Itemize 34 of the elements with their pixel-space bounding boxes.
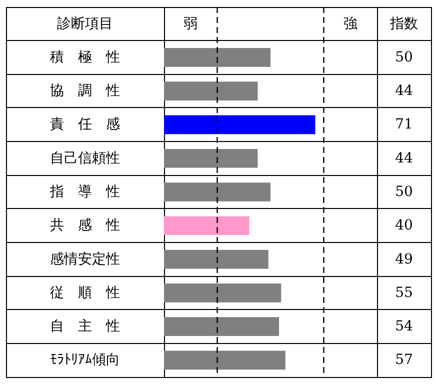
bar xyxy=(164,350,286,370)
data-label: 50 xyxy=(395,184,413,200)
data-label: 44 xyxy=(395,150,413,166)
bar xyxy=(164,115,316,134)
data-label: 50 xyxy=(395,49,413,66)
data-label: 49 xyxy=(395,251,413,268)
bar xyxy=(164,216,250,236)
y-tick-label: 共 感 性 xyxy=(50,218,120,234)
bar xyxy=(164,250,268,269)
y-tick-label: 自 主 性 xyxy=(50,318,120,335)
data-label: 44 xyxy=(395,83,413,100)
y-tick-label: 協 調 性 xyxy=(50,83,120,100)
text: 指数 xyxy=(389,16,418,32)
y-tick-label: 責 任 感 xyxy=(50,116,120,133)
y-tick-label: 積 極 性 xyxy=(50,49,120,66)
data-label: 54 xyxy=(395,318,413,335)
bar xyxy=(164,182,270,202)
data-label: 55 xyxy=(395,284,413,301)
y-tick-label: 従 順 性 xyxy=(50,284,120,301)
y-tick-label: ﾓﾗﾄﾘｱﾑ傾向 xyxy=(50,352,120,368)
bar xyxy=(164,82,258,101)
y-tick-label: 感情安定性 xyxy=(50,251,120,268)
bar xyxy=(164,48,270,67)
bar xyxy=(164,148,258,168)
y-tick-label: 自己信頼性 xyxy=(50,150,120,166)
data-label: 57 xyxy=(395,352,413,368)
annotation: 強 xyxy=(343,16,358,32)
y-tick-label: 指 導 性 xyxy=(49,184,120,200)
annotation: 弱 xyxy=(184,16,198,32)
bar xyxy=(164,283,282,302)
data-label: 40 xyxy=(395,218,413,234)
bar xyxy=(164,317,280,336)
y-axis-title: 診断項目 xyxy=(57,16,113,32)
data-label: 71 xyxy=(395,116,413,133)
